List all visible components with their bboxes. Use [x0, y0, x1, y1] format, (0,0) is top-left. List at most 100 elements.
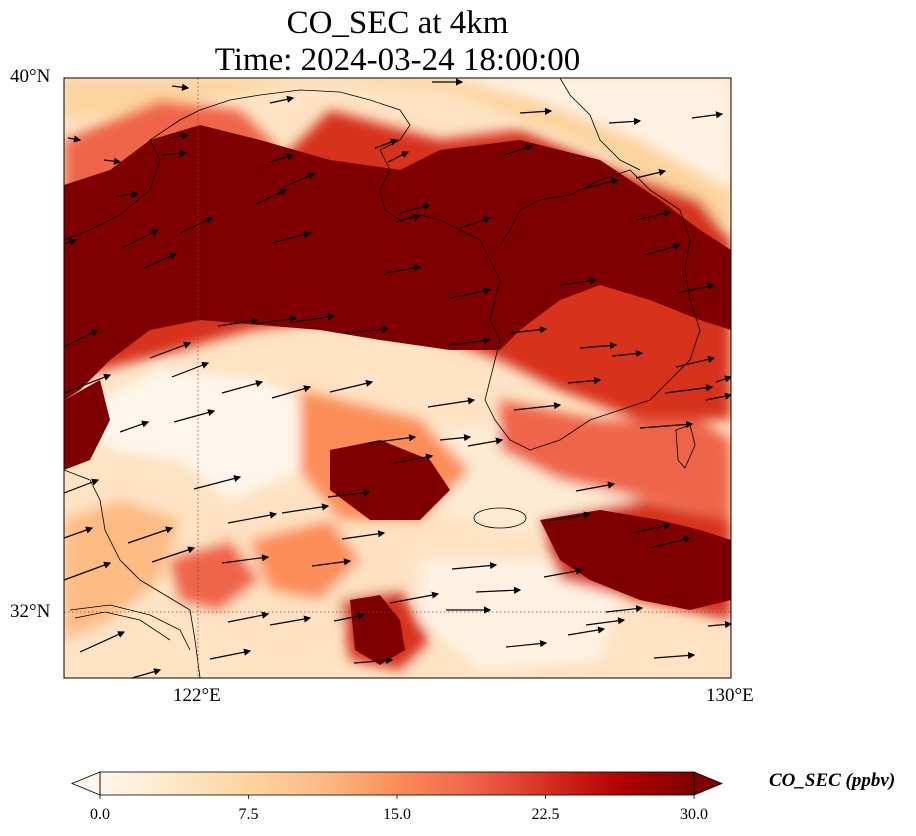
wind-arrow	[64, 373, 112, 394]
coastlines	[64, 78, 701, 678]
wind-arrow	[162, 149, 188, 158]
wind-arrow	[217, 317, 260, 327]
wind-arrow	[611, 350, 644, 358]
wind-arrow	[649, 535, 692, 549]
wind-arrow	[221, 554, 270, 564]
colorbar-tick-label: 30.0	[680, 806, 708, 823]
wind-arrow	[389, 591, 440, 604]
colorbar-tick-label: 22.5	[531, 806, 560, 823]
map-frame	[63, 77, 732, 679]
wind-arrow	[171, 361, 210, 378]
colorbar-tick-label: 15.0	[383, 806, 411, 823]
wind-arrow	[143, 253, 178, 269]
wind-arrow	[503, 144, 534, 156]
wind-arrow	[64, 238, 78, 246]
wind-arrow	[353, 656, 394, 665]
wind-arrow	[635, 168, 667, 179]
wind-arrow	[475, 586, 522, 594]
map-title-line1: CO_SEC at 4km	[286, 5, 509, 41]
wind-arrow	[631, 522, 672, 534]
map-title-line2: Time: 2024-03-24 18:00:00	[214, 42, 581, 78]
wind-arrow	[395, 213, 422, 223]
wind-arrow	[64, 561, 112, 581]
wind-arrow	[369, 434, 417, 444]
wind-arrow	[509, 326, 548, 334]
wind-arrow	[311, 558, 352, 567]
wind-arrow	[169, 132, 190, 140]
wind-arrow	[715, 375, 731, 383]
wind-arrow	[543, 567, 584, 578]
wind-arrow	[653, 651, 696, 660]
wind-arrow	[151, 546, 196, 563]
wind-arrow	[605, 605, 644, 613]
wind-arrow	[451, 561, 498, 570]
wind-arrow	[209, 648, 252, 660]
wind-arrow	[691, 111, 724, 119]
wind-arrow	[179, 217, 214, 234]
lon-tick-label: 130°E	[706, 685, 754, 706]
wind-arrow	[559, 277, 598, 286]
wind-vectors	[64, 78, 731, 678]
wind-arrow	[427, 397, 476, 408]
wind-arrow	[67, 135, 82, 143]
wind-arrow	[707, 620, 731, 629]
wind-arrow	[547, 511, 592, 522]
concentration-field	[64, 78, 731, 678]
wind-arrow	[341, 530, 386, 540]
wind-arrow	[121, 229, 160, 249]
wind-arrow	[283, 173, 316, 188]
wind-arrow	[585, 617, 626, 626]
wind-arrow	[705, 392, 731, 401]
wind-arrow	[467, 437, 504, 447]
wind-arrow	[519, 107, 553, 115]
wind-arrow	[439, 434, 472, 442]
wind-arrow	[131, 668, 162, 678]
wind-arrow	[64, 329, 100, 348]
wind-arrow	[271, 231, 312, 244]
wind-arrow	[255, 315, 298, 325]
wind-arrow	[64, 526, 94, 539]
wind-arrow	[374, 138, 399, 149]
gridlines	[64, 78, 731, 678]
wind-arrow	[103, 157, 122, 165]
wind-arrow	[644, 243, 682, 256]
lat-tick-label: 40°N	[10, 66, 51, 87]
wind-arrow	[227, 511, 278, 524]
wind-arrow	[271, 385, 312, 399]
colorbar-label: CO_SEC (ppbv)	[769, 770, 896, 791]
wind-arrow	[255, 189, 288, 205]
wind-arrow	[513, 402, 562, 411]
wind-arrow	[639, 420, 694, 429]
colorbar-tick-label: 7.5	[238, 806, 259, 823]
wind-arrow	[327, 489, 372, 498]
wind-arrow	[119, 420, 150, 433]
wind-arrow	[664, 384, 714, 394]
lon-tick-label: 122°E	[173, 685, 221, 706]
wind-arrow	[567, 376, 602, 385]
wind-arrow	[269, 95, 295, 104]
wind-arrow	[345, 325, 390, 334]
wind-arrow	[293, 313, 336, 323]
wind-arrow	[115, 190, 140, 199]
wind-arrow	[575, 481, 616, 492]
wind-arrow	[127, 526, 174, 544]
wind-arrow	[677, 282, 716, 294]
wind-arrow	[269, 153, 295, 163]
wind-arrow	[449, 287, 492, 299]
wind-arrow	[385, 264, 422, 274]
wind-arrow	[447, 337, 492, 346]
wind-arrow	[171, 83, 190, 91]
wind-arrow	[608, 117, 642, 125]
wind-arrow	[387, 151, 410, 163]
wind-arrow	[173, 409, 216, 423]
wind-arrow	[281, 503, 330, 514]
wind-arrow	[329, 379, 374, 393]
wind-arrow	[675, 355, 716, 368]
wind-arrow	[579, 341, 618, 350]
wind-arrow	[221, 380, 264, 394]
wind-arrow	[269, 615, 312, 626]
wind-arrow	[567, 626, 606, 636]
wind-arrow	[393, 453, 434, 464]
wind-arrow	[459, 216, 492, 229]
